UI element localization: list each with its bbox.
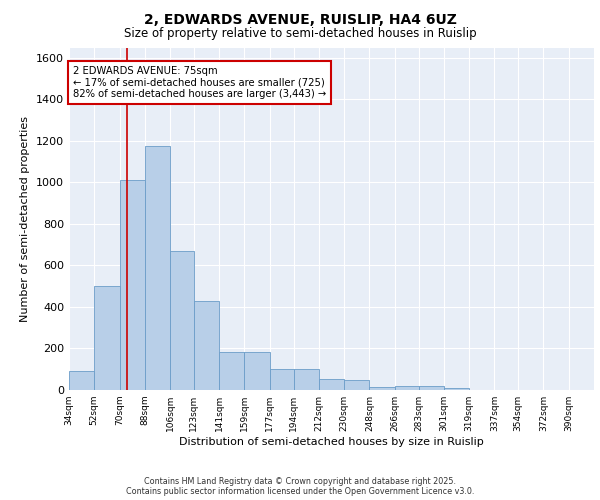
- Bar: [444, 388, 469, 390]
- Bar: [344, 380, 370, 390]
- Bar: [319, 378, 344, 390]
- Bar: [219, 352, 244, 390]
- Bar: [119, 180, 145, 390]
- Bar: [244, 352, 270, 390]
- Text: Size of property relative to semi-detached houses in Ruislip: Size of property relative to semi-detach…: [124, 28, 476, 40]
- Bar: [194, 300, 219, 390]
- Bar: [69, 372, 94, 390]
- Bar: [170, 251, 194, 390]
- Bar: [270, 369, 293, 390]
- Y-axis label: Number of semi-detached properties: Number of semi-detached properties: [20, 116, 31, 322]
- X-axis label: Distribution of semi-detached houses by size in Ruislip: Distribution of semi-detached houses by …: [179, 437, 484, 447]
- Bar: [94, 286, 119, 390]
- Bar: [293, 369, 319, 390]
- Bar: [145, 146, 170, 390]
- Text: 2, EDWARDS AVENUE, RUISLIP, HA4 6UZ: 2, EDWARDS AVENUE, RUISLIP, HA4 6UZ: [143, 12, 457, 26]
- Bar: [419, 386, 444, 390]
- Text: Contains HM Land Registry data © Crown copyright and database right 2025.
Contai: Contains HM Land Registry data © Crown c…: [126, 476, 474, 496]
- Bar: [395, 386, 419, 390]
- Bar: [370, 387, 395, 390]
- Text: 2 EDWARDS AVENUE: 75sqm
← 17% of semi-detached houses are smaller (725)
82% of s: 2 EDWARDS AVENUE: 75sqm ← 17% of semi-de…: [73, 66, 326, 100]
